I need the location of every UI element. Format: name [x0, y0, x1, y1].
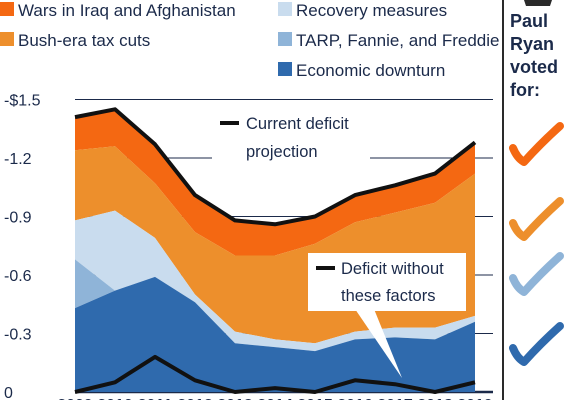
current-deficit-label-line-2: projection [246, 143, 318, 161]
line-current-deficit-projection [74, 107, 477, 227]
y-tick-label-1-5: -$1.5 [4, 93, 41, 110]
area-recovery-measures [75, 210, 475, 352]
checkmark-wars-in-iraq-and-afghanistan [509, 122, 564, 166]
checkmarks [509, 122, 564, 366]
portrait-fragment [524, 0, 552, 6]
checkmark-tarp-fannie-and-freddie [509, 252, 564, 296]
portrait-hair [524, 0, 552, 6]
y-tick-label-0: 0 [4, 385, 13, 400]
current-deficit-callout-pointer [280, 162, 318, 208]
checkmark-economic-downturn [509, 322, 564, 366]
deficit-without-callout-pointer [355, 309, 402, 378]
y-tick-label-0-3: -0.3 [4, 327, 32, 344]
legend-item-wars: Wars in Iraq and Afghanistan [0, 1, 236, 20]
legend-label-tax-cuts: Bush-era tax cuts [18, 31, 150, 50]
side-panel: Paul Ryan voted for: [502, 0, 570, 400]
deficit-without-label-line-2: these factors [341, 287, 435, 305]
side-panel-line-1: Paul [510, 11, 548, 31]
legend-swatch-tax-cuts [0, 32, 14, 46]
y-tick-label-0-9: -0.9 [4, 210, 32, 227]
current-deficit-annotation: Current deficit projection [212, 104, 370, 208]
deficit-without-annotation: Deficit without these factors [308, 253, 466, 378]
current-deficit-callout-box [212, 104, 370, 164]
legend-label-recovery: Recovery measures [296, 1, 447, 20]
side-panel-line-3: voted [510, 57, 558, 77]
line-deficit-without-factors [74, 354, 476, 394]
legend-swatch-downturn [278, 62, 292, 76]
legend-item-recovery: Recovery measures [278, 1, 447, 20]
legend-swatch-tarp [278, 32, 292, 46]
legend-item-tarp: TARP, Fannie, and Freddie [278, 31, 500, 50]
legend-item-downturn: Economic downturn [278, 61, 445, 80]
legend-label-tarp: TARP, Fannie, and Freddie [296, 31, 500, 50]
y-axis-ticks: 0 -0.3 -0.6 -0.9 -1.2 -$1.5 [4, 93, 41, 403]
side-panel-line-4: for: [510, 80, 540, 100]
legend-swatch-recovery [278, 2, 292, 16]
legend-item-tax-cuts: Bush-era tax cuts [0, 31, 150, 50]
legend: Wars in Iraq and Afghanistan Recovery me… [0, 1, 500, 80]
deficit-lines [74, 107, 477, 394]
legend-swatch-wars [0, 2, 14, 16]
checkmark-bush-era-tax-cuts [509, 197, 564, 241]
deficit-without-callout-box [308, 253, 466, 311]
deficit-without-label-line-1: Deficit without [341, 260, 444, 278]
y-tick-label-0-6: -0.6 [4, 268, 32, 285]
legend-label-downturn: Economic downturn [296, 61, 445, 80]
current-deficit-label-line-1: Current deficit [246, 115, 349, 133]
side-panel-line-2: Ryan [510, 34, 554, 54]
area-economic-downturn [75, 276, 475, 392]
legend-label-wars: Wars in Iraq and Afghanistan [18, 1, 236, 20]
y-tick-label-1-2: -1.2 [4, 151, 32, 168]
